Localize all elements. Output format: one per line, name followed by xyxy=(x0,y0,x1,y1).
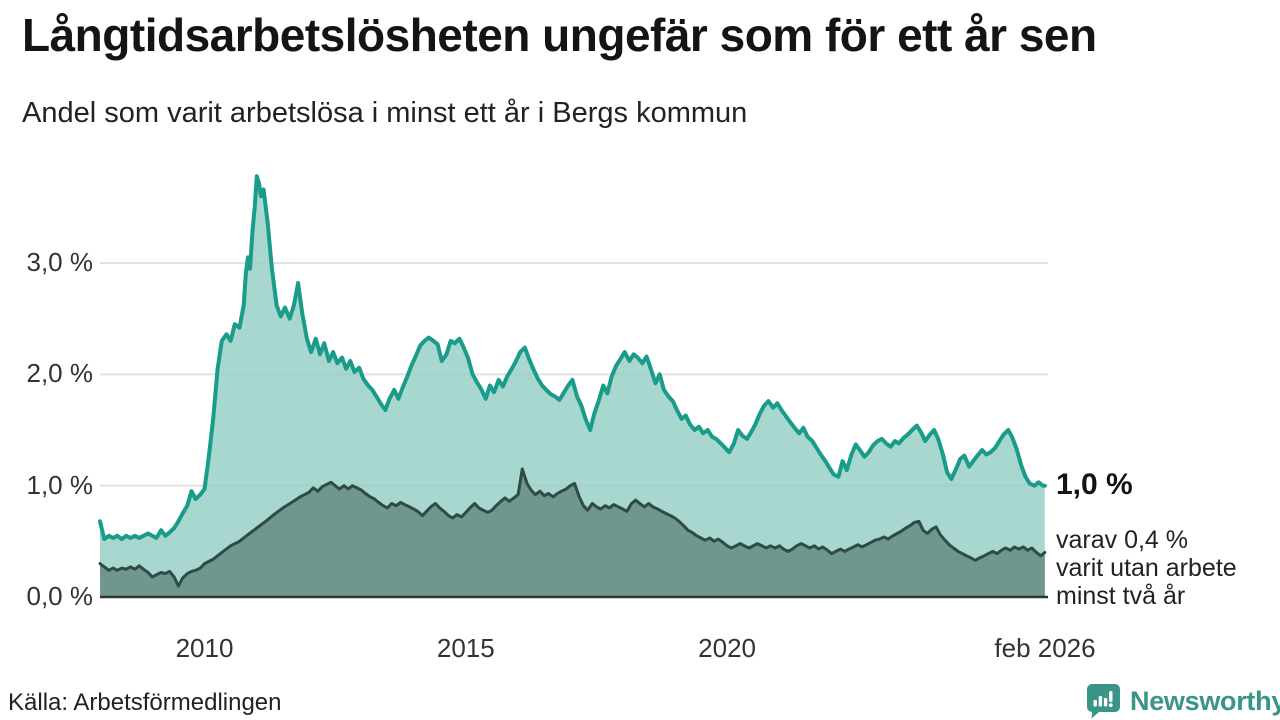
newsworthy-wordmark: Newsworthy xyxy=(1130,685,1280,716)
source-note: Källa: Arbetsförmedlingen xyxy=(8,689,282,716)
x-tick-label: 2015 xyxy=(436,633,495,663)
sub-series-annotation: varav 0,4 % varit utan arbete minst två … xyxy=(1056,526,1237,610)
y-tick-label: 0,0 % xyxy=(26,581,94,611)
chart-title: Långtidsarbetslösheten ungefär som för e… xyxy=(22,9,1097,61)
y-tick-label: 2,0 % xyxy=(26,358,94,389)
line-unemployed-1yr xyxy=(98,174,1047,542)
y-tick-label: 1,0 % xyxy=(26,469,94,500)
latest-value-label: 1,0 % xyxy=(1056,467,1133,501)
annotation-line: varit utan arbete xyxy=(1056,553,1237,582)
newsworthy-logo: Newsworthy xyxy=(1085,683,1280,719)
annotation-line: minst två år xyxy=(1056,581,1186,610)
annotation-line: varav 0,4 % xyxy=(1056,525,1189,554)
x-tick-label: 2020 xyxy=(698,633,757,663)
line-unemployed-2yr xyxy=(98,467,1047,588)
x-tick-label: feb 2026 xyxy=(994,633,1096,663)
chart-subtitle: Andel som varit arbetslösa i minst ett å… xyxy=(22,97,748,129)
x-tick-label: 2010 xyxy=(175,633,234,663)
area-unemployed-2yr xyxy=(100,469,1045,597)
newsworthy-bubble-chart-icon xyxy=(1087,684,1120,719)
y-tick-label: 3,0 % xyxy=(26,247,94,277)
